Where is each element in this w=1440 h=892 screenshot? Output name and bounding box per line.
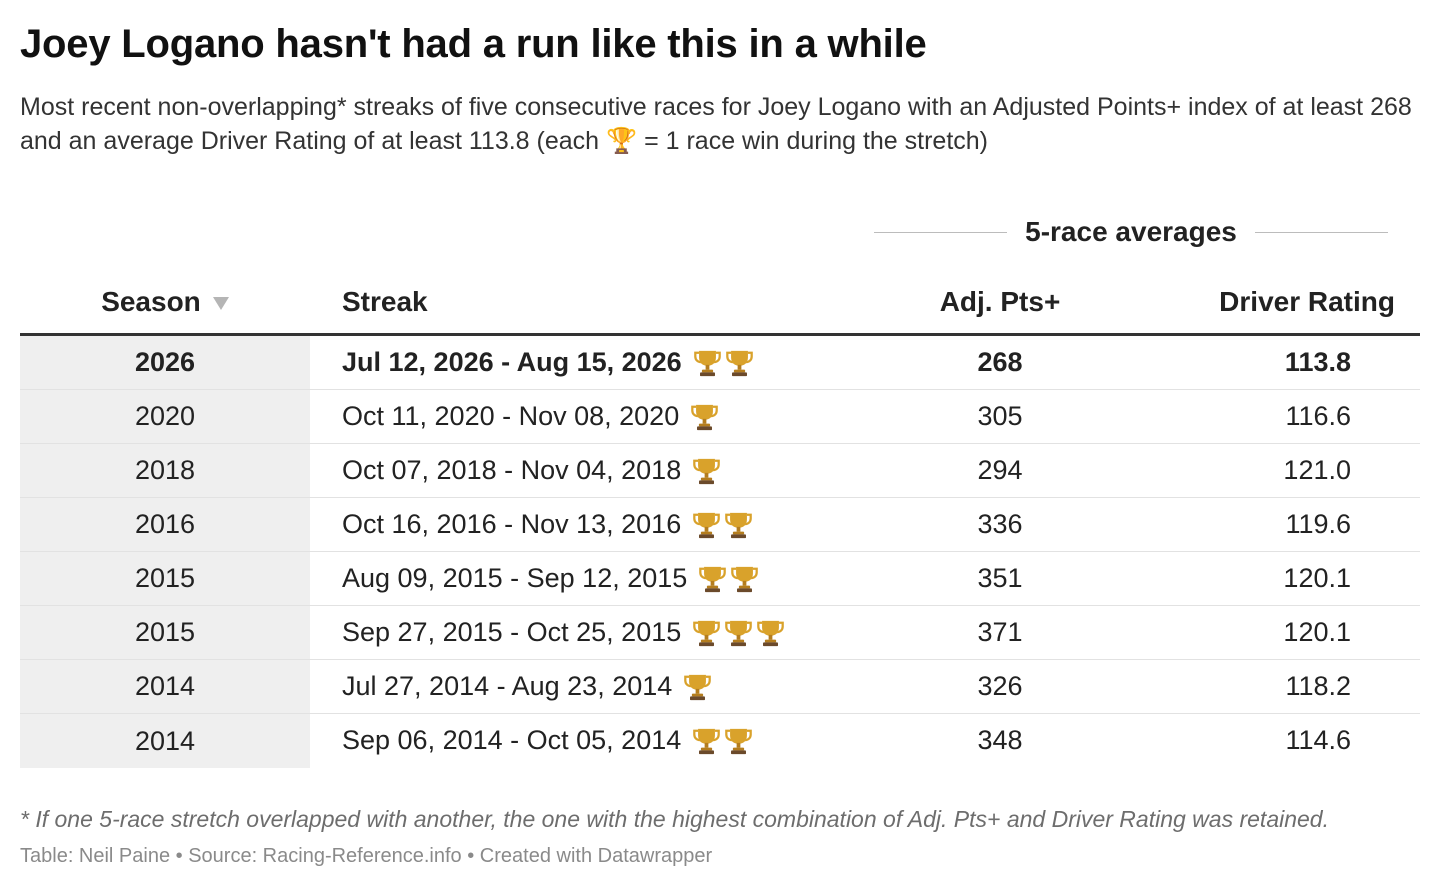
column-header-streak-label: Streak <box>342 285 428 317</box>
chart-subtitle: Most recent non-overlapping* streaks of … <box>20 93 1412 155</box>
streak-dates: Sep 27, 2015 - Oct 25, 2015 <box>342 617 682 647</box>
trophy-icon <box>691 618 722 648</box>
adj-pts-cell: 305 <box>977 401 1023 431</box>
driver-rating-cell: 120.1 <box>1283 563 1351 593</box>
race-wins <box>689 402 720 432</box>
streak-cell: Sep 27, 2015 - Oct 25, 2015 <box>342 606 786 659</box>
adj-pts-cell: 326 <box>977 671 1023 701</box>
trophy-icon <box>692 348 723 378</box>
adj-pts-cell: 348 <box>977 725 1023 755</box>
trophy-icon <box>697 564 728 594</box>
trophy-icon <box>755 618 786 648</box>
trophy-icon <box>691 510 722 540</box>
column-header-season-label: Season <box>101 285 201 317</box>
table-row: 2014 Sep 06, 2014 - Oct 05, 2014 348 114.6 <box>20 714 1420 768</box>
season-cell: 2016 <box>20 498 310 551</box>
season-cell: 2020 <box>20 390 310 443</box>
driver-rating-cell: 120.1 <box>1283 617 1351 647</box>
streak-dates: Jul 27, 2014 - Aug 23, 2014 <box>342 671 673 701</box>
column-header-adj-pts[interactable]: Adj. Pts+ <box>890 270 1110 333</box>
streak-dates: Jul 12, 2026 - Aug 15, 2026 <box>342 347 682 377</box>
trophy-icon <box>691 726 722 756</box>
table-row: 2015 Aug 09, 2015 - Sep 12, 2015 351 120.1 <box>20 552 1420 606</box>
race-wins <box>691 726 754 756</box>
table-row: 2026 Jul 12, 2026 - Aug 15, 2026 268 113.8 <box>20 336 1420 390</box>
driver-rating-cell: 114.6 <box>1285 725 1351 755</box>
streak-cell: Oct 11, 2020 - Nov 08, 2020 <box>342 390 720 443</box>
season-cell: 2026 <box>20 336 310 389</box>
streak-cell: Jul 27, 2014 - Aug 23, 2014 <box>342 660 713 713</box>
group-header-rule-left <box>874 231 1008 233</box>
trophy-icon <box>682 672 713 702</box>
streak-cell: Oct 07, 2018 - Nov 04, 2018 <box>342 444 722 497</box>
streak-dates: Oct 11, 2020 - Nov 08, 2020 <box>342 401 680 431</box>
trophy-icon <box>723 618 754 648</box>
table-row: 2016 Oct 16, 2016 - Nov 13, 2016 336 119.6 <box>20 498 1420 552</box>
group-header-rule-right <box>1254 231 1389 233</box>
driver-rating-cell: 116.6 <box>1285 401 1351 431</box>
driver-rating-cell: 119.6 <box>1285 509 1351 539</box>
streak-dates: Oct 07, 2018 - Nov 04, 2018 <box>342 455 682 485</box>
streak-cell: Aug 09, 2015 - Sep 12, 2015 <box>342 552 760 605</box>
race-wins <box>697 564 760 594</box>
race-wins <box>682 672 713 702</box>
column-header-driver-rating-label: Driver Rating <box>1219 285 1395 317</box>
streak-cell: Oct 16, 2016 - Nov 13, 2016 <box>342 498 754 551</box>
credits: Table: Neil Paine • Source: Racing-Refer… <box>20 845 713 867</box>
race-wins <box>691 456 722 486</box>
column-group-header: 5-race averages <box>874 212 1389 252</box>
race-wins <box>691 510 754 540</box>
adj-pts-cell: 336 <box>977 509 1023 539</box>
trophy-icon <box>729 564 760 594</box>
chart-title: Joey Logano hasn't had a run like this i… <box>20 22 927 66</box>
driver-rating-cell: 113.8 <box>1284 347 1351 377</box>
trophy-icon <box>723 510 754 540</box>
race-wins <box>691 618 786 648</box>
column-header-season[interactable]: Season <box>20 270 310 333</box>
streak-cell: Jul 12, 2026 - Aug 15, 2026 <box>342 336 755 389</box>
streak-cell: Sep 06, 2014 - Oct 05, 2014 <box>342 714 754 767</box>
table-row: 2014 Jul 27, 2014 - Aug 23, 2014 326 118.2 <box>20 660 1420 714</box>
trophy-icon <box>723 726 754 756</box>
driver-rating-cell: 118.2 <box>1285 671 1351 701</box>
table-row: 2018 Oct 07, 2018 - Nov 04, 2018 294 121.0 <box>20 444 1420 498</box>
table-header: Season Streak Adj. Pts+ Driver Rating <box>20 270 1420 336</box>
table-row: 2015 Sep 27, 2015 - Oct 25, 2015 371 120.1 <box>20 606 1420 660</box>
adj-pts-cell: 371 <box>977 617 1023 647</box>
race-wins <box>692 348 755 378</box>
season-cell: 2015 <box>20 606 310 659</box>
adj-pts-cell: 351 <box>977 563 1023 593</box>
adj-pts-cell: 268 <box>977 347 1023 377</box>
streak-dates: Aug 09, 2015 - Sep 12, 2015 <box>342 563 688 593</box>
season-cell: 2014 <box>20 660 310 713</box>
adj-pts-cell: 294 <box>977 455 1023 485</box>
streak-dates: Sep 06, 2014 - Oct 05, 2014 <box>342 725 682 755</box>
streak-dates: Oct 16, 2016 - Nov 13, 2016 <box>342 509 682 539</box>
column-header-adj-pts-label: Adj. Pts+ <box>939 285 1061 317</box>
column-header-streak[interactable]: Streak <box>342 270 428 333</box>
season-cell: 2018 <box>20 444 310 497</box>
season-cell: 2015 <box>20 552 310 605</box>
table-body: 2026 Jul 12, 2026 - Aug 15, 2026 268 113.8 2… <box>20 336 1420 768</box>
driver-rating-cell: 121.0 <box>1283 455 1351 485</box>
trophy-icon <box>689 402 720 432</box>
data-table: Season Streak Adj. Pts+ Driver Rating 20… <box>20 270 1420 768</box>
trophy-icon <box>724 348 755 378</box>
table-row: 2020 Oct 11, 2020 - Nov 08, 2020 305 116.6 <box>20 390 1420 444</box>
sort-down-icon[interactable] <box>212 297 229 310</box>
trophy-icon <box>691 456 722 486</box>
footnote: * If one 5-race stretch overlapped with … <box>20 806 1329 832</box>
season-cell: 2014 <box>20 714 310 768</box>
group-header-label: 5-race averages <box>1025 216 1237 247</box>
column-header-driver-rating[interactable]: Driver Rating <box>1120 270 1395 333</box>
